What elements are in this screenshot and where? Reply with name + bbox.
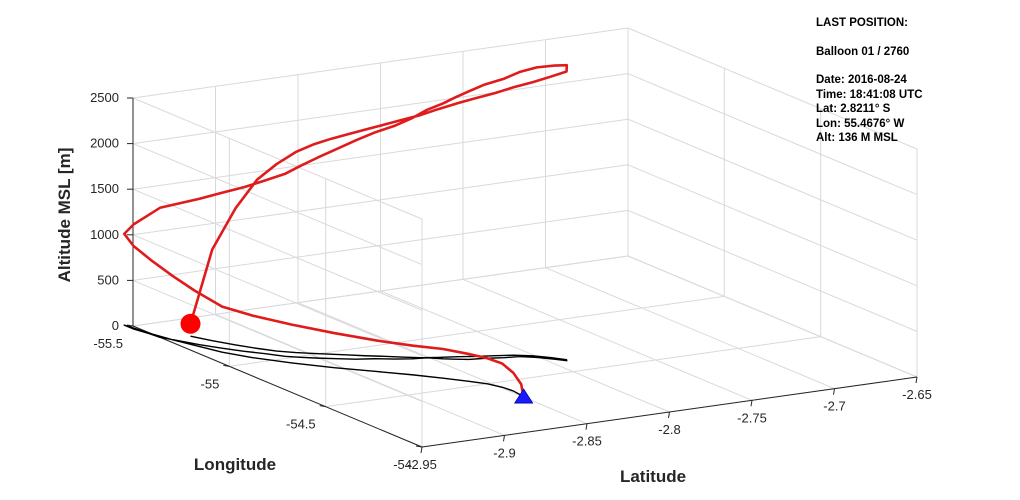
latitude-tick-mark <box>750 400 753 407</box>
floor-grid-line <box>229 295 725 367</box>
latitude-tick-mark <box>668 411 670 419</box>
left-wall-grid-line <box>132 279 423 402</box>
floor-grid-line <box>545 267 835 390</box>
right-wall-grid-line <box>627 118 918 241</box>
latitude-tick-label: -2.85 <box>572 434 602 449</box>
latitude-tick-mark <box>503 435 505 442</box>
longitude-axis-line <box>132 325 423 448</box>
right-wall-grid-line <box>627 27 918 150</box>
tick-layer: -2.95 -2.9 -2.85 -2.8 -2.75 -2.7 -2.65 -55.5 -55… <box>90 90 932 472</box>
info-longitude: Lon: 55.4676° W <box>816 117 905 130</box>
floor-grid-line <box>462 278 753 401</box>
x-axis-label: Latitude <box>620 467 686 486</box>
latitude-tick-label: -2.8 <box>658 422 680 437</box>
back-wall-grid-line <box>132 255 629 327</box>
floor-grid-line <box>215 313 505 436</box>
info-altitude: Alt: 136 M MSL <box>816 132 898 144</box>
grid-layer <box>132 27 918 448</box>
latitude-tick-label: -2.9 <box>493 445 515 460</box>
altitude-tick-label: 1000 <box>90 227 119 242</box>
left-wall-grid-line <box>132 188 423 311</box>
info-latitude: Lat: 2.8211° S <box>816 103 891 115</box>
altitude-tick-label: 2500 <box>90 90 119 105</box>
z-axis-label: Altitude MSL [m] <box>55 148 74 283</box>
longitude-tick-label: -54.5 <box>286 417 316 432</box>
longitude-tick-label: -54 <box>393 457 412 472</box>
right-wall-grid-line <box>627 209 918 332</box>
back-wall-grid-line <box>132 209 629 281</box>
back-wall-grid-line <box>132 73 629 145</box>
longitude-tick-mark <box>415 445 423 448</box>
altitude-tick-label: 500 <box>97 272 119 287</box>
back-wall-grid-line <box>132 118 629 190</box>
y-axis-label: Longitude <box>194 455 276 474</box>
info-date: Date: 2016-08-24 <box>816 74 907 86</box>
latitude-tick-label: -2.95 <box>407 457 437 472</box>
data-layer <box>122 63 569 404</box>
latitude-tick-label: -2.7 <box>823 399 845 414</box>
ground-track-line <box>123 324 568 399</box>
info-balloon-id: Balloon 01 / 2760 <box>816 45 910 58</box>
info-time: Time: 18:41:08 UTC <box>816 88 923 101</box>
latitude-tick-mark <box>833 388 835 395</box>
right-wall-grid-line <box>627 255 918 378</box>
altitude-tick-label: 2000 <box>90 136 119 151</box>
flight-track-line <box>122 63 569 400</box>
left-wall-grid-line <box>132 234 423 357</box>
floor-grid-line <box>297 302 588 425</box>
latitude-tick-label: -2.65 <box>902 387 932 402</box>
longitude-tick-label: -55.5 <box>93 336 123 351</box>
launch-marker-triangle <box>513 388 534 404</box>
longitude-tick-mark <box>319 405 326 408</box>
longitude-tick-mark <box>223 364 230 367</box>
latitude-tick-mark <box>915 376 918 384</box>
latitude-tick-mark <box>420 446 423 454</box>
longitude-tick-label: -55 <box>201 376 220 391</box>
last-position-marker-circle <box>180 313 201 334</box>
right-wall-grid-line <box>627 164 918 287</box>
floor-grid-line <box>380 290 670 413</box>
altitude-tick-label: 0 <box>112 318 119 333</box>
right-wall-grid-line <box>627 73 918 196</box>
altitude-tick-label: 1500 <box>90 181 119 196</box>
latitude-tick-mark <box>585 423 588 430</box>
left-wall-grid-line <box>132 143 423 266</box>
info-panel: LAST POSITION: Balloon 01 / 2760 Date: 2… <box>816 16 1006 146</box>
floor-grid-line <box>325 336 821 408</box>
left-wall-grid-line <box>132 97 423 220</box>
info-title: LAST POSITION: <box>816 17 908 29</box>
latitude-tick-label: -2.75 <box>737 410 767 425</box>
axis-layer <box>126 97 918 454</box>
back-wall-grid-line <box>132 164 629 236</box>
back-wall-grid-line <box>132 27 629 99</box>
